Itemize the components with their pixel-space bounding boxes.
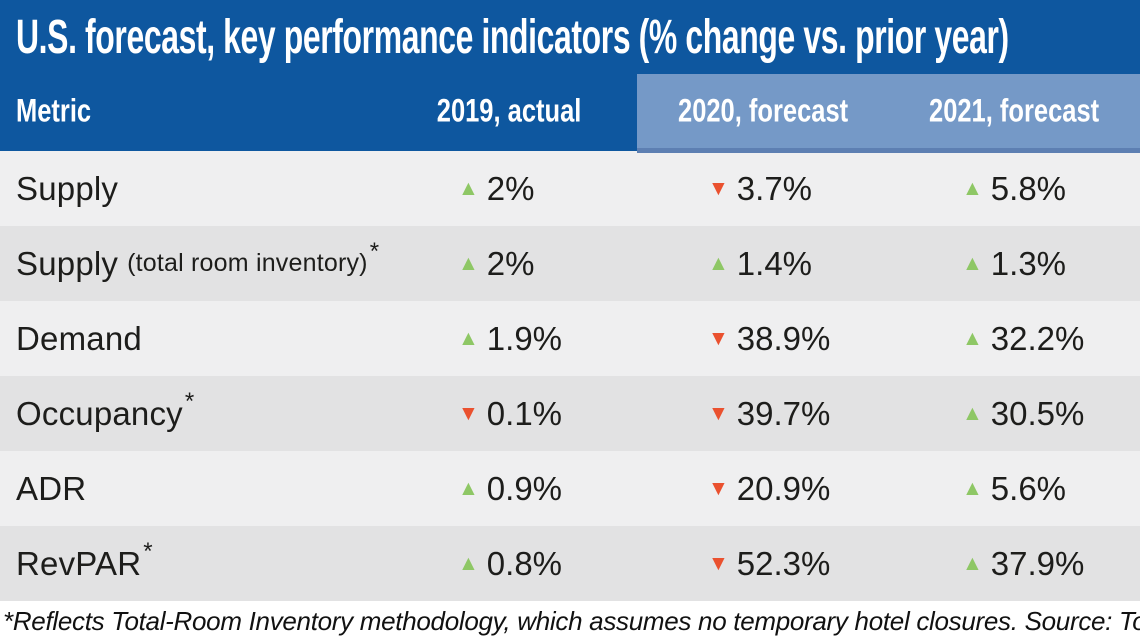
metric-cell: ADR: [16, 451, 86, 526]
column-header-2019-actual: 2019, actual: [436, 93, 582, 130]
column-header-row: Metric 2019, actual 2020, forecast 2021,…: [0, 74, 1140, 150]
metric-cell: Supply (total room inventory) *: [16, 226, 379, 301]
column-header-2020-forecast: 2020, forecast: [677, 93, 849, 130]
up-arrow-icon: ▲: [458, 477, 479, 500]
value-text: 0.9%: [486, 469, 563, 507]
metric-cell: Occupancy *: [16, 376, 194, 451]
asterisk-marker: *: [143, 538, 153, 565]
table-row: RevPAR * ▲ 0.8% ▼ 52.3% ▲ 37.9%: [0, 526, 1140, 601]
value-cell-2020: ▼ 20.9%: [708, 451, 830, 526]
forecast-highlight-band: [637, 74, 1140, 153]
down-arrow-icon: ▼: [458, 402, 479, 425]
asterisk-marker: *: [184, 388, 195, 415]
value-cell-2019: ▲ 1.9%: [458, 301, 562, 376]
down-arrow-icon: ▼: [708, 327, 729, 350]
value-cell-2019: ▲ 2%: [458, 226, 535, 301]
table-row: Supply ▲ 2% ▼ 3.7% ▲ 5.8%: [0, 151, 1140, 226]
page-title: U.S. forecast, key performance indicator…: [16, 9, 1009, 64]
value-cell-2021: ▲ 1.3%: [962, 226, 1066, 301]
value-text: 37.9%: [990, 544, 1085, 582]
value-text: 2%: [486, 244, 535, 282]
up-arrow-icon: ▲: [458, 552, 479, 575]
column-header-metric: Metric: [16, 93, 92, 130]
value-text: 3.7%: [736, 169, 813, 207]
value-text: 32.2%: [990, 319, 1085, 357]
up-arrow-icon: ▲: [458, 177, 479, 200]
value-text: 1.3%: [990, 244, 1067, 282]
value-text: 5.8%: [990, 169, 1067, 207]
value-cell-2021: ▲ 5.6%: [962, 451, 1066, 526]
up-arrow-icon: ▲: [962, 402, 983, 425]
value-text: 5.6%: [990, 469, 1067, 507]
value-text: 20.9%: [736, 469, 831, 507]
up-arrow-icon: ▲: [962, 327, 983, 350]
value-cell-2019: ▼ 0.1%: [458, 376, 562, 451]
metric-label: ADR: [16, 469, 87, 507]
table-body: Supply ▲ 2% ▼ 3.7% ▲ 5.8% Supply (total …: [0, 151, 1140, 601]
value-text: 0.1%: [486, 394, 563, 432]
value-cell-2021: ▲ 30.5%: [962, 376, 1084, 451]
value-cell-2020: ▼ 52.3%: [708, 526, 830, 601]
metric-cell: Supply: [16, 151, 118, 226]
value-text: 30.5%: [990, 394, 1085, 432]
metric-label: Demand: [16, 319, 142, 357]
value-cell-2021: ▲ 32.2%: [962, 301, 1084, 376]
value-cell-2020: ▼ 39.7%: [708, 376, 830, 451]
metric-label: RevPAR: [16, 544, 142, 582]
up-arrow-icon: ▲: [962, 477, 983, 500]
metric-label: Supply: [16, 244, 119, 282]
up-arrow-icon: ▲: [458, 252, 479, 275]
table-row: Supply (total room inventory) * ▲ 2% ▲ 1…: [0, 226, 1140, 301]
up-arrow-icon: ▲: [962, 177, 983, 200]
value-cell-2021: ▲ 5.8%: [962, 151, 1066, 226]
table-row: Demand ▲ 1.9% ▼ 38.9% ▲ 32.2%: [0, 301, 1140, 376]
table-header: U.S. forecast, key performance indicator…: [0, 0, 1140, 153]
metric-label: Occupancy: [16, 394, 183, 432]
down-arrow-icon: ▼: [708, 177, 729, 200]
title-bar: U.S. forecast, key performance indicator…: [16, 0, 1140, 74]
value-text: 52.3%: [736, 544, 831, 582]
value-text: 1.4%: [736, 244, 813, 282]
table-row: ADR ▲ 0.9% ▼ 20.9% ▲ 5.6%: [0, 451, 1140, 526]
value-cell-2019: ▲ 0.9%: [458, 451, 562, 526]
up-arrow-icon: ▲: [962, 552, 983, 575]
up-arrow-icon: ▲: [962, 252, 983, 275]
value-text: 38.9%: [736, 319, 831, 357]
metric-label: Supply: [16, 169, 119, 207]
value-text: 0.8%: [486, 544, 563, 582]
up-arrow-icon: ▲: [708, 252, 729, 275]
value-cell-2021: ▲ 37.9%: [962, 526, 1084, 601]
value-cell-2019: ▲ 2%: [458, 151, 535, 226]
down-arrow-icon: ▼: [708, 477, 729, 500]
up-arrow-icon: ▲: [458, 327, 479, 350]
footnote: *Reflects Total-Room Inventory methodolo…: [0, 601, 1140, 642]
value-cell-2020: ▼ 38.9%: [708, 301, 830, 376]
down-arrow-icon: ▼: [708, 402, 729, 425]
metric-cell: RevPAR *: [16, 526, 153, 601]
value-cell-2020: ▼ 3.7%: [708, 151, 812, 226]
metric-cell: Demand: [16, 301, 142, 376]
value-text: 39.7%: [736, 394, 831, 432]
table-row: Occupancy * ▼ 0.1% ▼ 39.7% ▲ 30.5%: [0, 376, 1140, 451]
column-header-2021-forecast: 2021, forecast: [929, 93, 1100, 130]
down-arrow-icon: ▼: [708, 552, 729, 575]
value-text: 1.9%: [486, 319, 563, 357]
value-text: 2%: [486, 169, 535, 207]
value-cell-2019: ▲ 0.8%: [458, 526, 562, 601]
value-cell-2020: ▲ 1.4%: [708, 226, 812, 301]
asterisk-marker: *: [369, 238, 380, 265]
metric-note: (total room inventory): [127, 249, 368, 277]
